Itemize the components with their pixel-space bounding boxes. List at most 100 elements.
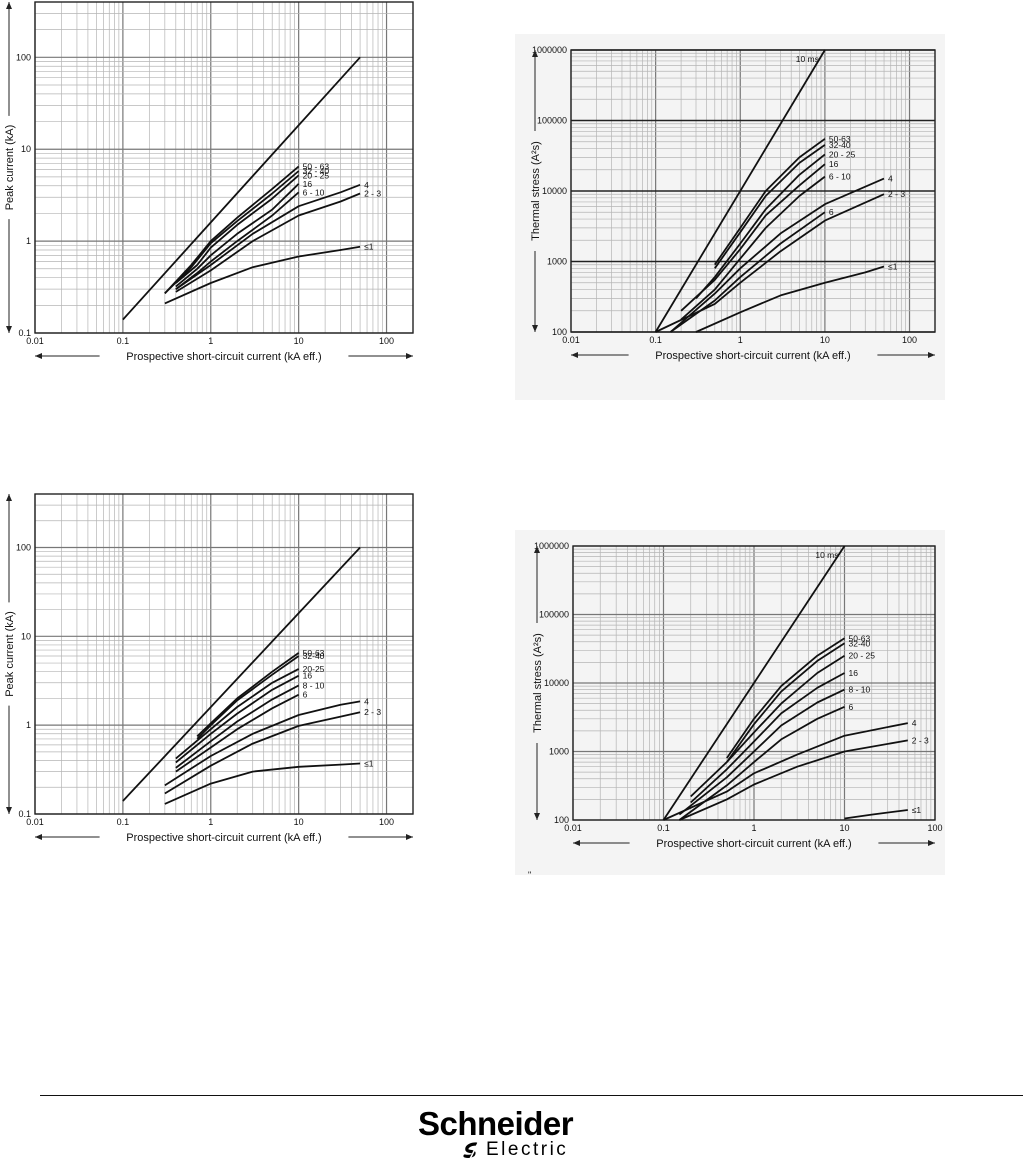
logo-brand-line2: Electric (486, 1139, 569, 1160)
series-label: 6 (303, 690, 308, 700)
y-axis-arrow-bottom (534, 813, 540, 820)
y-tick-label: 100000 (537, 116, 567, 126)
series-label: 50 - 63 (303, 161, 330, 171)
x-tick-label: 1 (738, 335, 743, 345)
grid-group (570, 49, 936, 333)
series-label: 10 ms (796, 54, 819, 64)
series-line (175, 183, 300, 288)
x-axis-label-bg (99, 830, 349, 843)
series-line (669, 177, 885, 333)
series-label: 4 (364, 180, 369, 190)
y-tick-label: 1000000 (534, 541, 569, 551)
y-axis-label-bg (530, 623, 543, 743)
series-line (196, 655, 300, 740)
plot-frame (34, 493, 414, 815)
series-line (726, 637, 845, 759)
series-line (164, 700, 361, 787)
x-axis-label: Prospective short-circuit current (kA ef… (126, 832, 321, 844)
series-line (695, 153, 826, 299)
series-line (655, 193, 885, 333)
series-line (175, 668, 300, 760)
series-label: 50-63 (303, 648, 325, 658)
x-tick-label: 100 (379, 817, 394, 827)
x-tick-label: 0.1 (117, 817, 130, 827)
series-line (714, 144, 826, 269)
series-line (844, 809, 908, 820)
series-line (175, 192, 361, 293)
y-axis-label-bg (2, 602, 15, 706)
x-axis-label-bg (99, 349, 349, 362)
x-axis-label: Prospective short-circuit current (kA ef… (655, 350, 850, 362)
y-axis-arrow-top (534, 546, 540, 553)
y-tick-label: 0.1 (18, 328, 31, 338)
series-label: 32-40 (303, 651, 325, 661)
y-tick-label: 100 (16, 52, 31, 62)
series-label: 2 - 3 (364, 707, 381, 717)
series-label: 4 (364, 696, 369, 706)
series-label: 16 (303, 179, 313, 189)
series-label: 32 - 40 (303, 166, 330, 176)
series-label: 16 (829, 159, 839, 169)
series-label: 16 (849, 668, 859, 678)
series-line (175, 684, 300, 769)
series-label: 20-25 (303, 664, 325, 674)
series-line (680, 175, 826, 321)
x-tick-label: 1 (208, 336, 213, 346)
plot-frame (570, 49, 936, 333)
y-axis-label: Thermal stress (A²s) (530, 141, 542, 241)
plot-frame (34, 1, 414, 334)
series-label: 4 (888, 174, 893, 184)
x-tick-label: 10 (294, 336, 304, 346)
series-label: 20 - 25 (829, 149, 856, 159)
series-line (164, 170, 300, 295)
series-line (164, 711, 361, 795)
x-axis-arrow-left (571, 352, 578, 358)
x-tick-label: 100 (379, 336, 394, 346)
series-label: 50-63 (829, 134, 851, 144)
plot-frame (572, 545, 936, 821)
x-tick-label: 100 (902, 335, 917, 345)
series-label: 2 - 3 (912, 735, 929, 745)
y-tick-label: 100000 (539, 610, 569, 620)
x-tick-label: 0.01 (564, 823, 582, 833)
footer-rule (40, 1095, 1023, 1096)
x-axis-arrow-left (35, 834, 42, 840)
x-axis-arrow-right (406, 834, 413, 840)
chart-3-svg: 0.01 0.1 1 10 100 100 1000 10000 100000 1000000 Pr… (530, 541, 943, 850)
x-tick-label: 1 (208, 817, 213, 827)
series-label: ≤1 (912, 805, 922, 815)
series-line (122, 546, 361, 802)
series-label: 32-40 (849, 638, 871, 648)
series-label: ≤1 (364, 759, 374, 769)
series-line (690, 654, 845, 798)
x-tick-label: 1 (751, 823, 756, 833)
series-line (164, 245, 361, 305)
y-axis-label: Peak current (kA) (4, 125, 16, 211)
x-tick-label: 0.01 (26, 817, 44, 827)
series-line (714, 138, 826, 266)
series-label: 6 (849, 702, 854, 712)
x-tick-label: 0.01 (26, 336, 44, 346)
schneider-mark-icon (463, 1142, 479, 1160)
series-label: 20 - 25 (303, 170, 330, 180)
series-label: 32-40 (829, 140, 851, 150)
series-line (680, 163, 826, 312)
x-axis-label-bg (628, 348, 878, 361)
series-label: 20 - 25 (849, 651, 876, 661)
x-axis-arrow-right (928, 352, 935, 358)
series-label: 6 - 10 (303, 187, 325, 197)
series-label: 8 - 10 (303, 680, 325, 690)
logo-brand-line1: Schneider (418, 1105, 574, 1142)
series-label: 6 - 10 (829, 172, 851, 182)
y-axis-label-bg (528, 131, 541, 251)
y-tick-label: 1 (26, 236, 31, 246)
x-tick-label: 0.1 (649, 335, 662, 345)
x-tick-label: 0.1 (657, 823, 670, 833)
x-tick-label: 10 (820, 335, 830, 345)
y-axis-label: Thermal stress (A²s) (532, 633, 544, 733)
